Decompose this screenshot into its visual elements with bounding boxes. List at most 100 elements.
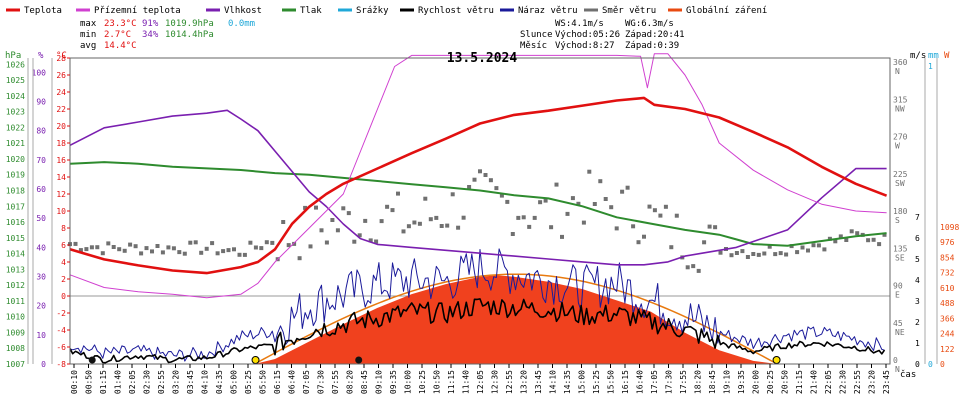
direction-tick-label: N: [895, 67, 900, 76]
pct-tick-label: 10: [36, 331, 46, 340]
wind-direction-point: [685, 265, 690, 270]
time-tick-label: 14:10: [549, 370, 558, 394]
hpa-tick-label: 1008: [6, 344, 25, 353]
direction-tick-label: SE: [895, 253, 905, 262]
wind-direction-point: [281, 220, 286, 224]
time-tick-label: 04:10: [201, 370, 210, 394]
rain-tick-label: 1: [928, 62, 933, 71]
radiation-area: [254, 275, 778, 364]
time-tick-label: 08:20: [346, 370, 355, 394]
wind-direction-point: [117, 247, 122, 252]
legend-label: Rychlost větru: [418, 6, 494, 16]
radiation-tick-label: 244: [940, 330, 955, 339]
wind-direction-point: [784, 252, 789, 257]
hpa-tick-label: 1025: [6, 76, 25, 85]
legend-label: Srážky: [356, 6, 389, 16]
radiation-tick-label: 0: [940, 360, 945, 369]
time-tick-label: 07:30: [317, 370, 326, 394]
legend-label: Náraz větru: [518, 6, 578, 16]
pct-tick-label: 50: [36, 214, 46, 223]
wind-direction-point: [691, 264, 696, 269]
wind-direction-point: [882, 232, 887, 237]
wind-direction-point: [232, 247, 236, 252]
temp-tick-label: 22: [56, 105, 66, 114]
time-tick-label: 13:45: [534, 370, 543, 394]
time-tick-label: 20:50: [781, 370, 790, 394]
wind-direction-point: [193, 240, 198, 245]
axis-title-hpa: hPa: [5, 51, 21, 61]
legend-label: Přízemní teplota: [94, 6, 181, 16]
hpa-tick-label: 1016: [6, 218, 25, 227]
temp-tick-label: 24: [56, 88, 66, 97]
wind-direction-point: [314, 205, 318, 210]
radiation-tick-label: 732: [940, 269, 955, 278]
wind-direction-point: [598, 179, 603, 184]
stat-min-label: min: [80, 30, 96, 40]
wind-direction-point: [128, 242, 133, 247]
time-tick-label: 10:00: [404, 370, 413, 394]
wind-direction-point: [773, 252, 778, 257]
wind-direction-point: [483, 173, 488, 177]
direction-tick-degree: 45: [893, 319, 903, 328]
wind-direction-point: [696, 268, 701, 273]
pct-tick-label: 100: [32, 68, 47, 77]
wind-direction-point: [718, 250, 723, 255]
direction-tick-degree: 180: [893, 207, 908, 216]
direction-tick-degree: 270: [893, 133, 908, 142]
stats-block: max 23.3°C 91% 1019.9hPa 0.0mm min 2.7°C…: [80, 19, 255, 51]
temp-tick-label: -8: [56, 360, 66, 369]
radiation-tick-label: 366: [940, 314, 955, 323]
wind-direction-point: [609, 205, 614, 210]
stat-max-label: max: [80, 19, 97, 29]
wind-direction-point: [303, 205, 308, 210]
time-tick-label: 21:15: [795, 370, 804, 394]
legend-label: Vlhkost: [224, 6, 262, 16]
time-tick-label: 16:40: [636, 370, 645, 394]
wind-direction-point: [767, 244, 772, 249]
wind-direction-point: [396, 191, 400, 196]
wind-direction-point: [652, 208, 657, 213]
wind-direction-point: [570, 196, 575, 201]
wind-direction-point: [357, 233, 362, 238]
right-axis-ticks: 360N315NW270W225SW180S135SE90E45NE0N7654…: [893, 58, 959, 374]
direction-tick-label: SW: [895, 179, 905, 188]
wind-direction-point: [614, 226, 619, 231]
wind-direction-point: [592, 202, 597, 206]
time-tick-label: 19:35: [737, 370, 746, 394]
hpa-tick-label: 1022: [6, 123, 25, 132]
wind-direction-point: [505, 199, 510, 204]
wind-direction-point: [543, 198, 548, 203]
temp-tick-label: 4: [61, 258, 66, 267]
direction-tick-label: NE: [895, 328, 905, 337]
time-tick-label: 07:55: [331, 370, 340, 394]
time-tick-label: 03:45: [186, 370, 195, 394]
wind-tick-label: 7: [915, 213, 920, 222]
wind-direction-point: [73, 241, 78, 246]
wind-direction-point: [401, 229, 406, 234]
radiation-max-curve: [254, 273, 778, 365]
wind-direction-point: [155, 244, 160, 248]
stat-max-temp: 23.3°C: [104, 19, 137, 29]
time-tick-label: 20:25: [766, 370, 775, 394]
time-tick-label: 05:50: [259, 370, 268, 394]
wind-direction-point: [253, 245, 258, 250]
wind-direction-point: [822, 247, 827, 252]
hpa-tick-label: 1020: [6, 155, 25, 164]
time-tick-label: 09:35: [389, 370, 398, 394]
wind-direction-point: [488, 178, 493, 183]
direction-tick-degree: 90: [893, 282, 903, 291]
radiation-tick-label: 854: [940, 253, 955, 262]
time-tick-label: 04:35: [215, 370, 224, 394]
wind-direction-point: [707, 224, 712, 229]
wind-direction-point: [674, 213, 679, 218]
hpa-tick-label: 1007: [6, 360, 25, 369]
stat-min-hum: 34%: [142, 30, 159, 40]
axis-title-mm: mm: [928, 51, 939, 61]
wind-direction-point: [221, 249, 226, 254]
axis-title-pct: %: [38, 51, 44, 61]
wind-direction-point: [450, 192, 455, 197]
radiation-tick-label: 122: [940, 345, 955, 354]
hpa-tick-label: 1009: [6, 328, 25, 337]
time-tick-label: 21:40: [810, 370, 819, 394]
time-tick-label: 01:15: [99, 370, 108, 394]
